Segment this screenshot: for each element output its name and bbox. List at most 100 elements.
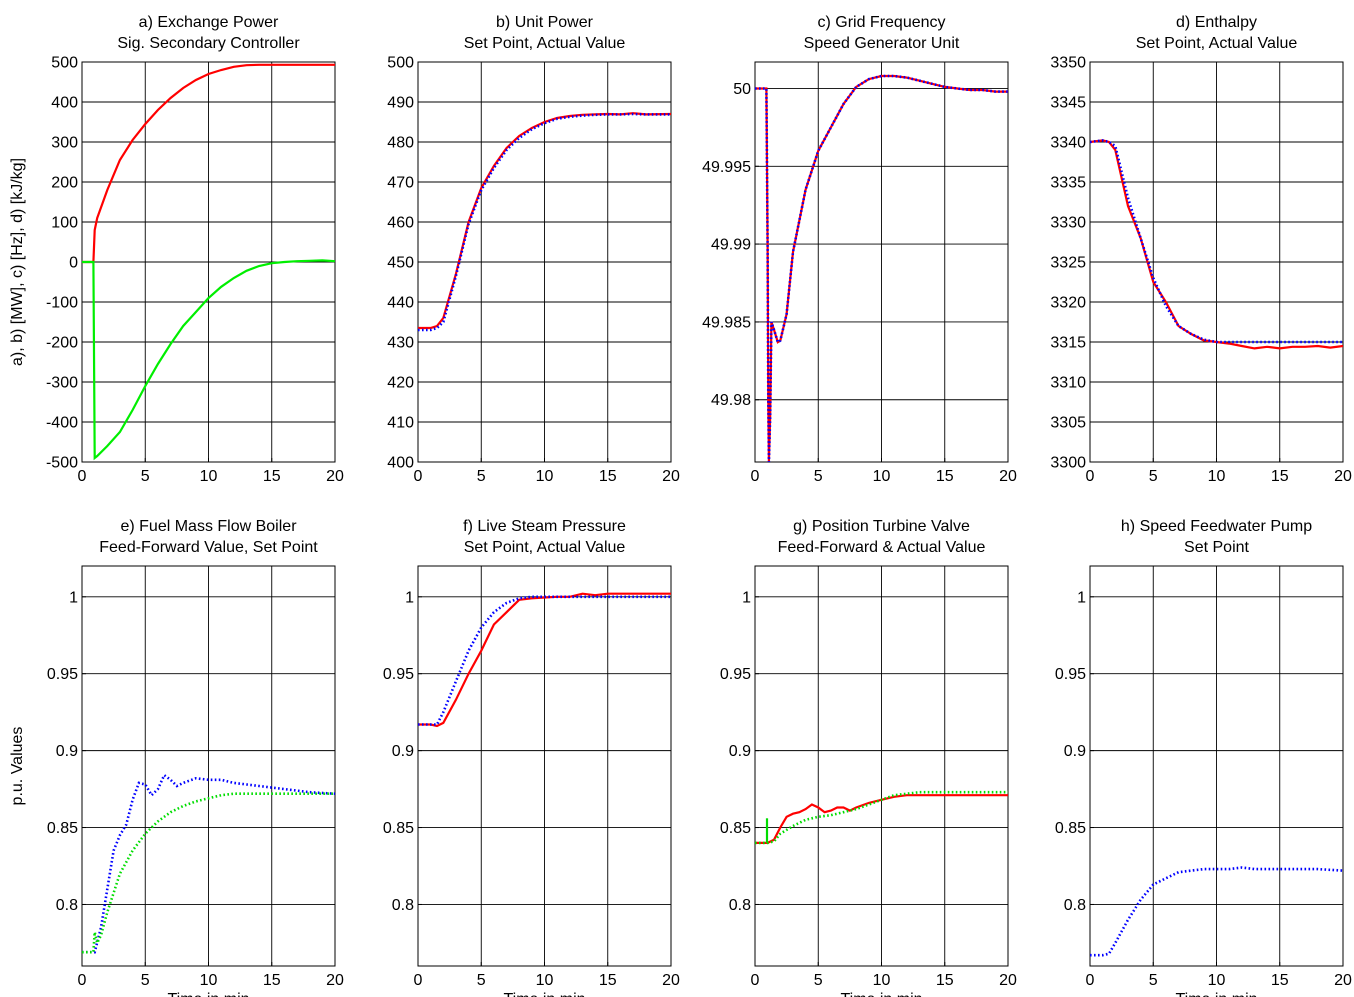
y-tick-label: 3350 — [1050, 55, 1086, 72]
y-tick-label: 0.8 — [56, 897, 78, 914]
x-tick-label: 5 — [477, 468, 486, 485]
x-axis-label: Time in min — [167, 991, 249, 997]
x-axis-label: Time in min — [1175, 991, 1257, 997]
y-tick-label: 0.8 — [1064, 897, 1086, 914]
y-tick-label: 480 — [387, 135, 414, 152]
x-tick-label: 10 — [1208, 972, 1226, 989]
x-tick-label: 20 — [1334, 468, 1352, 485]
y-tick-label: 400 — [387, 455, 414, 472]
y-tick-label: 1 — [1077, 589, 1086, 606]
chart-panel-7: g) Position Turbine Valve Feed-Forward & … — [720, 518, 1017, 997]
x-tick-label: 5 — [477, 972, 486, 989]
x-tick-label: 20 — [999, 468, 1017, 485]
x-tick-label: 5 — [814, 468, 823, 485]
series-line-2 — [1090, 139, 1343, 344]
y-tick-label: 0.85 — [720, 820, 751, 837]
chart-panel-2: b) Unit Power Set Point, Actual Value 0 5 10… — [387, 14, 680, 485]
y-tick-label: 1 — [742, 589, 751, 606]
series-line-2 — [418, 595, 671, 726]
x-tick-label: 10 — [200, 972, 218, 989]
series-line-3 — [755, 790, 1008, 845]
chart-panel-5: e) Fuel Mass Flow Boiler Feed-Forward Val… — [47, 518, 344, 997]
y-tick-label: 0.9 — [392, 743, 414, 760]
x-tick-label: 0 — [1086, 468, 1095, 485]
y-tick-label: 0.95 — [383, 666, 414, 683]
y-tick-label: 200 — [51, 175, 78, 192]
x-tick-label: 10 — [873, 468, 891, 485]
chart-panel-1: a) Exchange Power Sig. Secondary Controll… — [46, 14, 344, 485]
chart-title-line-2: Speed Generator Unit — [804, 35, 960, 52]
chart-title-line-1: b) Unit Power — [496, 14, 594, 31]
chart-title-line-2: Set Point — [1184, 539, 1249, 556]
y-tick-label: 0.8 — [729, 897, 751, 914]
series-line-2 — [418, 112, 671, 332]
series-line-1 — [82, 773, 335, 954]
x-tick-label: 20 — [1334, 972, 1352, 989]
y-tick-label: 3330 — [1050, 215, 1086, 232]
y-tick-label: 470 — [387, 175, 414, 192]
y-tick-label: 0.85 — [1055, 820, 1086, 837]
y-tick-label: 0.8 — [392, 897, 414, 914]
y-tick-label: 50 — [733, 81, 751, 98]
x-tick-label: 0 — [751, 468, 760, 485]
x-tick-label: 20 — [662, 468, 680, 485]
chart-title-line-1: c) Grid Frequency — [817, 14, 945, 31]
x-tick-label: 20 — [326, 972, 344, 989]
y-tick-label: 300 — [51, 135, 78, 152]
x-tick-label: 10 — [536, 972, 554, 989]
x-tick-label: 0 — [1086, 972, 1095, 989]
y-tick-label: 3340 — [1050, 135, 1086, 152]
x-tick-label: 5 — [1149, 972, 1158, 989]
chart-title-line-1: d) Enthalpy — [1176, 14, 1257, 31]
x-tick-label: 10 — [200, 468, 218, 485]
y-tick-label: 460 — [387, 215, 414, 232]
y-tick-label: 49.995 — [702, 159, 751, 176]
y-tick-label: 410 — [387, 415, 414, 432]
series-line-1 — [418, 592, 671, 728]
series-line-1 — [755, 794, 1008, 845]
x-tick-label: 5 — [141, 972, 150, 989]
y-tick-label: 0.95 — [720, 666, 751, 683]
y-tick-label: 420 — [387, 375, 414, 392]
series-line-1 — [82, 63, 335, 264]
x-tick-label: 15 — [1271, 468, 1289, 485]
x-tick-label: 0 — [78, 468, 87, 485]
x-tick-label: 0 — [751, 972, 760, 989]
x-tick-label: 15 — [599, 468, 617, 485]
y-tick-label: 450 — [387, 255, 414, 272]
x-tick-label: 15 — [263, 468, 281, 485]
x-tick-label: 10 — [536, 468, 554, 485]
y-tick-label: 0.9 — [56, 743, 78, 760]
y-tick-label: 430 — [387, 335, 414, 352]
chart-panel-3: c) Grid Frequency Speed Generator Unit 0 5 1… — [702, 14, 1017, 485]
chart-title-line-2: Sig. Secondary Controller — [117, 35, 300, 52]
y-axis-label-bottom: p.u. Values — [9, 727, 26, 806]
y-tick-label: 3325 — [1050, 255, 1086, 272]
y-tick-label: 0.95 — [47, 666, 78, 683]
y-tick-label: 3345 — [1050, 95, 1086, 112]
y-tick-label: 3300 — [1050, 455, 1086, 472]
chart-title-line-1: g) Position Turbine Valve — [793, 518, 970, 535]
x-tick-label: 20 — [999, 972, 1017, 989]
y-tick-label: -300 — [46, 375, 78, 392]
y-tick-label: 0.85 — [47, 820, 78, 837]
y-tick-label: 500 — [51, 55, 78, 72]
x-tick-label: 15 — [263, 972, 281, 989]
y-tick-label: 400 — [51, 95, 78, 112]
y-tick-label: 100 — [51, 215, 78, 232]
x-tick-label: 15 — [936, 468, 954, 485]
x-tick-label: 15 — [1271, 972, 1289, 989]
x-tick-label: 0 — [78, 972, 87, 989]
y-tick-label: 49.98 — [711, 392, 751, 409]
y-tick-label: 49.985 — [702, 314, 751, 331]
chart-title-line-1: e) Fuel Mass Flow Boiler — [120, 518, 297, 535]
x-tick-label: 20 — [326, 468, 344, 485]
y-tick-label: 500 — [387, 55, 414, 72]
y-tick-label: 0.95 — [1055, 666, 1086, 683]
chart-panel-4: d) Enthalpy Set Point, Actual Value 0 5 10 15… — [1050, 14, 1352, 485]
chart-panel-6: f) Live Steam Pressure Set Point, Actual … — [383, 518, 680, 997]
chart-panel-8: h) Speed Feedwater Pump Set Point 0 5 10 15 20… — [1055, 518, 1352, 997]
x-tick-label: 0 — [414, 468, 423, 485]
y-axis-label-top: a), b) [MW], c) [Hz], d) [kJ/kg] — [9, 158, 26, 366]
y-tick-label: 3315 — [1050, 335, 1086, 352]
